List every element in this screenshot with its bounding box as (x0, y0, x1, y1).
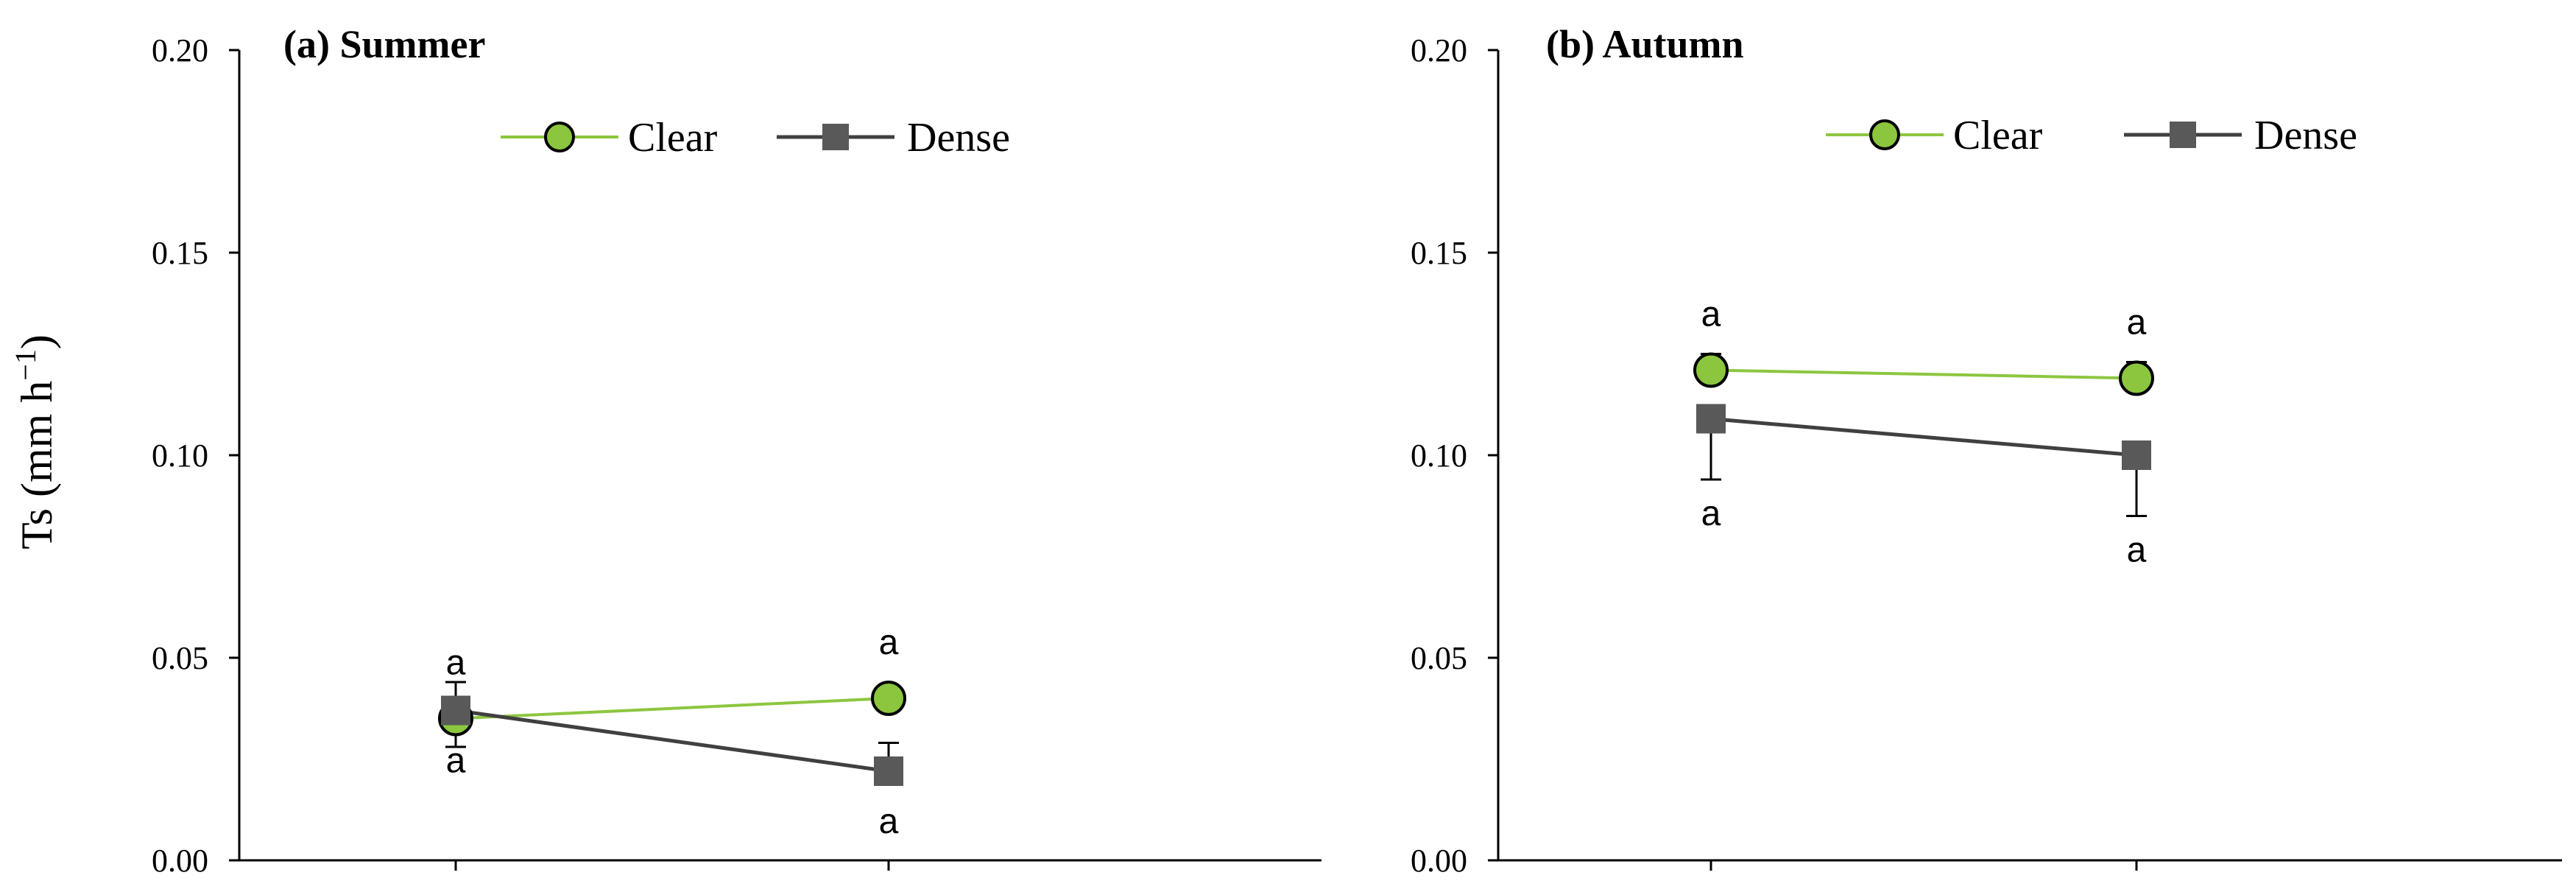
y-axis-label: Ts (mm h−1) (9, 334, 62, 549)
legend-label-clear: Clear (628, 115, 718, 161)
legend-entry-clear: Clear (501, 115, 718, 161)
legend-entry-clear: Clear (1826, 113, 2043, 158)
significance-label-dense: a (879, 802, 899, 841)
legend-marker-dense (822, 124, 849, 150)
y-axis-label-superscript: −1 (9, 349, 42, 381)
significance-label-clear: a (446, 644, 466, 683)
panel-title: (b) Autumn (1546, 22, 1744, 66)
legend-entry-dense: Dense (777, 115, 1010, 161)
panel-autumn: (b) Autumn 0.00 0.05 0.10 0.15 0.20 Clear De… (1411, 22, 2562, 879)
y-tick-label: 0.00 (1411, 843, 1467, 879)
legend-label-dense: Dense (2254, 113, 2357, 158)
data-point-clear (871, 681, 906, 716)
series-line-clear (1710, 368, 2137, 380)
data-point-dense (1696, 404, 1726, 434)
y-tick-label: 0.05 (152, 640, 208, 676)
data-point-clear (2119, 360, 2154, 396)
y-tick-label: 0.00 (152, 843, 208, 879)
series-line-clear (455, 697, 889, 720)
y-tick-label: 0.20 (1411, 32, 1467, 69)
plot-area: a a a a (438, 623, 906, 841)
panel-summer: (a) Summer 0.00 0.05 0.10 0.15 0.20 Clear De… (152, 22, 1321, 879)
legend-label-clear: Clear (1953, 113, 2043, 158)
significance-label-dense: a (1701, 494, 1721, 533)
significance-label-clear: a (879, 623, 899, 662)
y-axis-label-close: ) (13, 334, 61, 349)
y-tick-label: 0.10 (1411, 438, 1467, 474)
data-point-dense (441, 695, 470, 726)
y-tick-label: 0.15 (152, 235, 208, 271)
legend: Clear Dense (1826, 113, 2357, 158)
y-tick-label: 0.10 (152, 438, 208, 474)
significance-label-clear: a (1701, 295, 1721, 334)
legend: Clear Dense (501, 115, 1010, 161)
data-point-dense (2122, 440, 2151, 470)
significance-label-dense: a (446, 742, 466, 781)
legend-marker-dense (2170, 122, 2196, 148)
data-point-clear (1693, 352, 1729, 388)
data-point-dense (874, 756, 903, 786)
series-line-dense (455, 709, 889, 773)
y-axis-label-text: Ts (mm h (13, 381, 61, 549)
series-line-dense (1710, 417, 2137, 457)
legend-label-dense: Dense (907, 115, 1010, 161)
significance-label-clear: a (2127, 303, 2147, 343)
y-tick-label: 0.05 (1411, 640, 1467, 676)
plot-area: a a a a (1693, 295, 2154, 570)
y-tick-label: 0.20 (152, 32, 208, 69)
y-axis-ticks: 0.00 0.05 0.10 0.15 0.20 (1411, 32, 2138, 879)
legend-marker-clear (544, 122, 575, 152)
y-axis-ticks: 0.00 0.05 0.10 0.15 0.20 (152, 32, 890, 879)
legend-entry-dense: Dense (2124, 113, 2357, 158)
panel-title: (a) Summer (283, 22, 485, 66)
y-tick-label: 0.15 (1411, 235, 1467, 271)
significance-label-dense: a (2127, 531, 2147, 570)
legend-marker-clear (1869, 119, 1900, 150)
